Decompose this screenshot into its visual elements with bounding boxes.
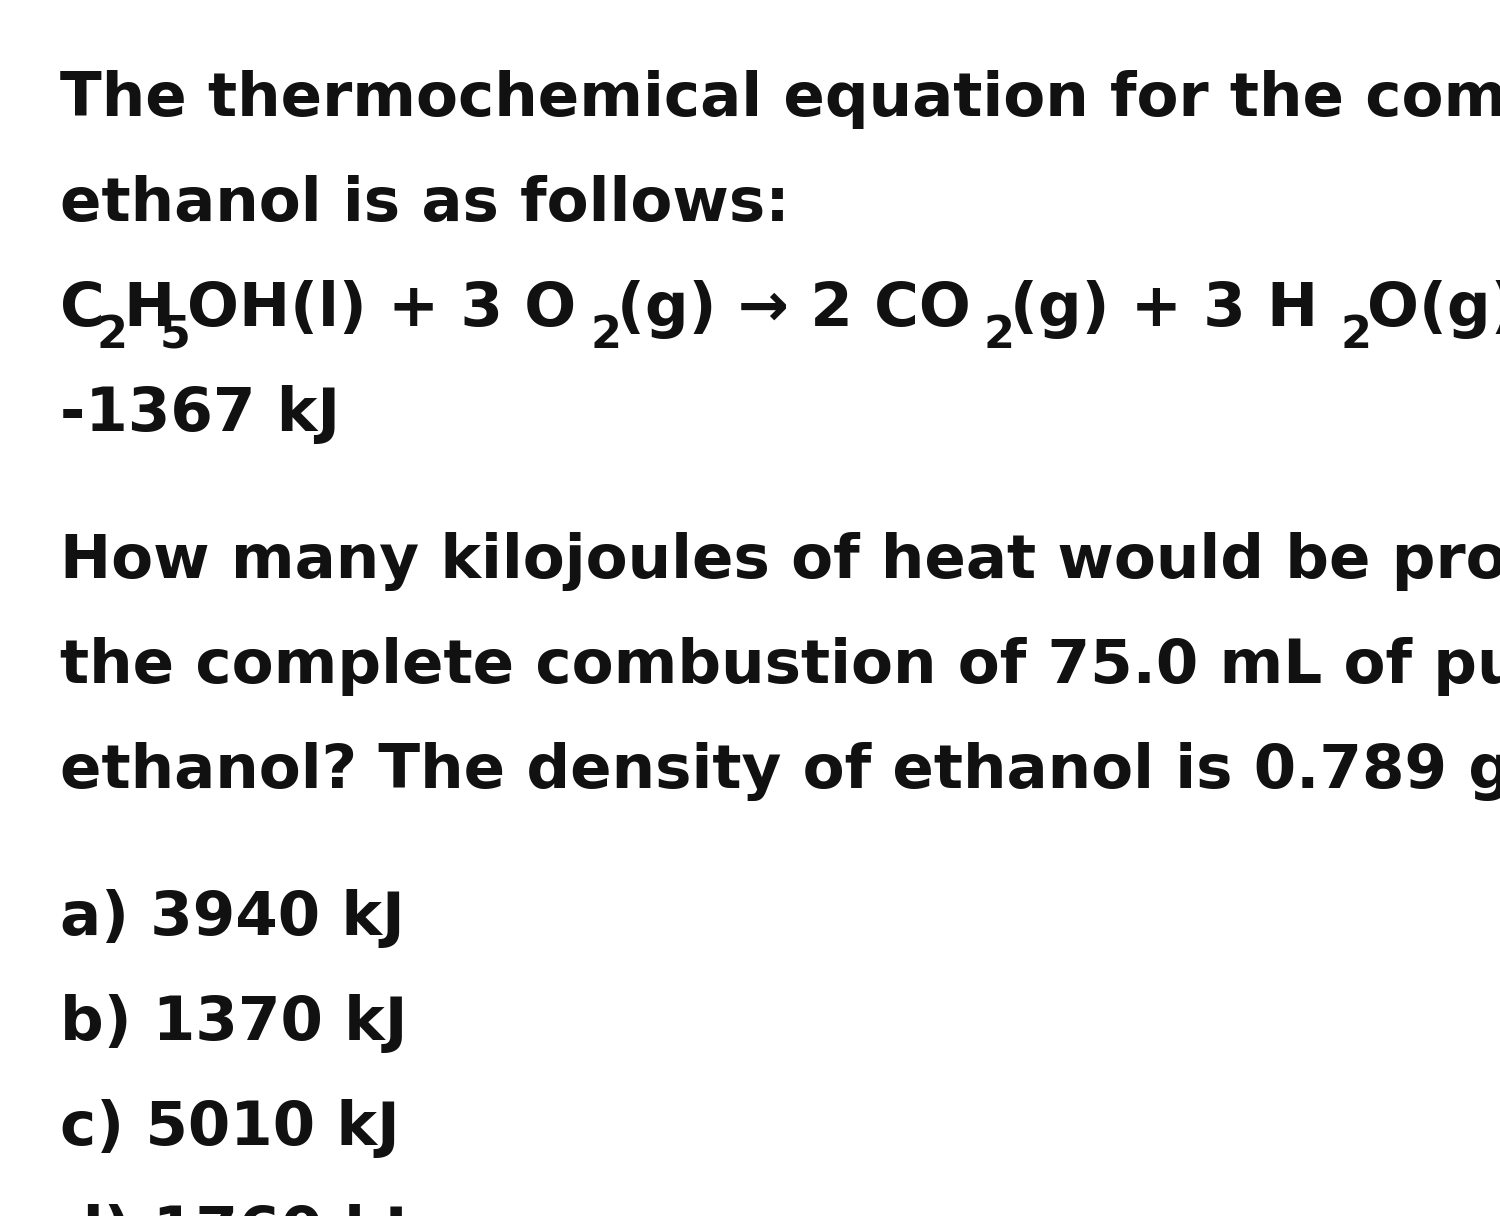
- Text: 2: 2: [984, 314, 1014, 356]
- Text: The thermochemical equation for the combustion of: The thermochemical equation for the comb…: [60, 71, 1500, 129]
- Text: H: H: [123, 280, 174, 339]
- Text: d) 1760 kJ: d) 1760 kJ: [60, 1204, 408, 1216]
- Text: b) 1370 kJ: b) 1370 kJ: [60, 993, 408, 1053]
- Text: 2: 2: [96, 314, 128, 356]
- Text: a) 3940 kJ: a) 3940 kJ: [60, 889, 405, 948]
- Text: 2: 2: [590, 314, 621, 356]
- Text: 5: 5: [160, 314, 190, 356]
- Text: 2: 2: [1340, 314, 1371, 356]
- Text: (g) + 3 H: (g) + 3 H: [1010, 280, 1318, 339]
- Text: -1367 kJ: -1367 kJ: [60, 385, 340, 444]
- Text: (g) → 2 CO: (g) → 2 CO: [616, 280, 970, 339]
- Text: O(g) ΔH =: O(g) ΔH =: [1366, 280, 1500, 339]
- Text: ethanol is as follows:: ethanol is as follows:: [60, 175, 789, 233]
- Text: c) 5010 kJ: c) 5010 kJ: [60, 1099, 399, 1158]
- Text: How many kilojoules of heat would be produced by: How many kilojoules of heat would be pro…: [60, 533, 1500, 591]
- Text: ethanol? The density of ethanol is 0.789 g/mL.: ethanol? The density of ethanol is 0.789…: [60, 742, 1500, 801]
- Text: OH(l) + 3 O: OH(l) + 3 O: [186, 280, 576, 339]
- Text: the complete combustion of 75.0 mL of pure: the complete combustion of 75.0 mL of pu…: [60, 637, 1500, 696]
- Text: C: C: [60, 280, 105, 339]
